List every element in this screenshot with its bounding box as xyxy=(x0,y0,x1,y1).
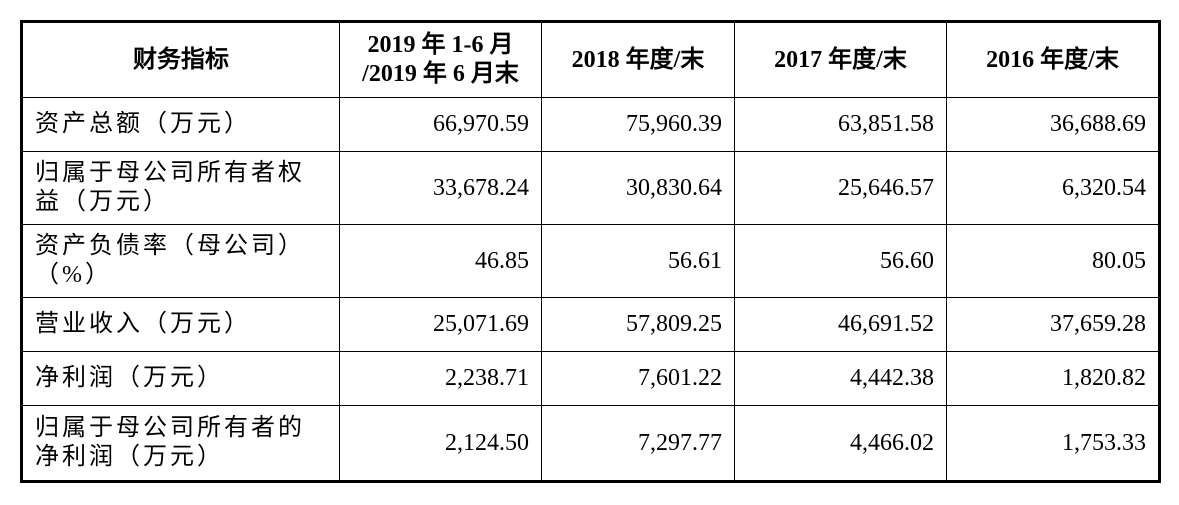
table-row: 归属于母公司所有者权 益（万元） 33,678.24 30,830.64 25,646… xyxy=(21,151,1160,225)
value-cell: 1,753.33 xyxy=(946,405,1160,482)
row-label: 净利润（万元） xyxy=(21,351,340,406)
value-cell: 75,960.39 xyxy=(541,97,735,152)
value-cell: 56.60 xyxy=(734,224,947,298)
row-label: 资产负债率（母公司） （%） xyxy=(21,224,340,298)
value-cell: 1,820.82 xyxy=(946,351,1160,406)
table-row: 净利润（万元） 2,238.71 7,601.22 4,442.38 1,820.82 xyxy=(21,351,1160,406)
row-label: 归属于母公司所有者的 净利润（万元） xyxy=(21,405,340,482)
value-cell: 66,970.59 xyxy=(339,97,542,152)
header-cell: 2019 年 1-6 月 /2019 年 6 月末 xyxy=(339,21,542,98)
value-cell: 6,320.54 xyxy=(946,151,1160,225)
value-cell: 4,466.02 xyxy=(734,405,947,482)
table-body: 资产总额（万元） 66,970.59 75,960.39 63,851.58 36,68… xyxy=(21,97,1160,482)
header-cell: 2018 年度/末 xyxy=(541,21,735,98)
value-cell: 25,646.57 xyxy=(734,151,947,225)
table-row: 资产负债率（母公司） （%） 46.85 56.61 56.60 80.05 xyxy=(21,224,1160,298)
value-cell: 25,071.69 xyxy=(339,297,542,352)
header-row: 财务指标 2019 年 1-6 月 /2019 年 6 月末 2018 年度/末 20… xyxy=(21,21,1160,98)
value-cell: 57,809.25 xyxy=(541,297,735,352)
value-cell: 56.61 xyxy=(541,224,735,298)
value-cell: 33,678.24 xyxy=(339,151,542,225)
value-cell: 36,688.69 xyxy=(946,97,1160,152)
value-cell: 46,691.52 xyxy=(734,297,947,352)
table-row: 营业收入（万元） 25,071.69 57,809.25 46,691.52 37,65… xyxy=(21,297,1160,352)
table-row: 资产总额（万元） 66,970.59 75,960.39 63,851.58 36,68… xyxy=(21,97,1160,152)
value-cell: 4,442.38 xyxy=(734,351,947,406)
header-cell: 财务指标 xyxy=(21,21,340,98)
value-cell: 7,601.22 xyxy=(541,351,735,406)
value-cell: 46.85 xyxy=(339,224,542,298)
financial-table: 财务指标 2019 年 1-6 月 /2019 年 6 月末 2018 年度/末 20… xyxy=(20,20,1161,483)
value-cell: 7,297.77 xyxy=(541,405,735,482)
value-cell: 63,851.58 xyxy=(734,97,947,152)
value-cell: 2,124.50 xyxy=(339,405,542,482)
table-row: 归属于母公司所有者的 净利润（万元） 2,124.50 7,297.77 4,466.… xyxy=(21,405,1160,482)
row-label: 归属于母公司所有者权 益（万元） xyxy=(21,151,340,225)
row-label: 资产总额（万元） xyxy=(21,97,340,152)
value-cell: 30,830.64 xyxy=(541,151,735,225)
value-cell: 2,238.71 xyxy=(339,351,542,406)
value-cell: 37,659.28 xyxy=(946,297,1160,352)
value-cell: 80.05 xyxy=(946,224,1160,298)
header-cell: 2016 年度/末 xyxy=(946,21,1160,98)
row-label: 营业收入（万元） xyxy=(21,297,340,352)
header-cell: 2017 年度/末 xyxy=(734,21,947,98)
